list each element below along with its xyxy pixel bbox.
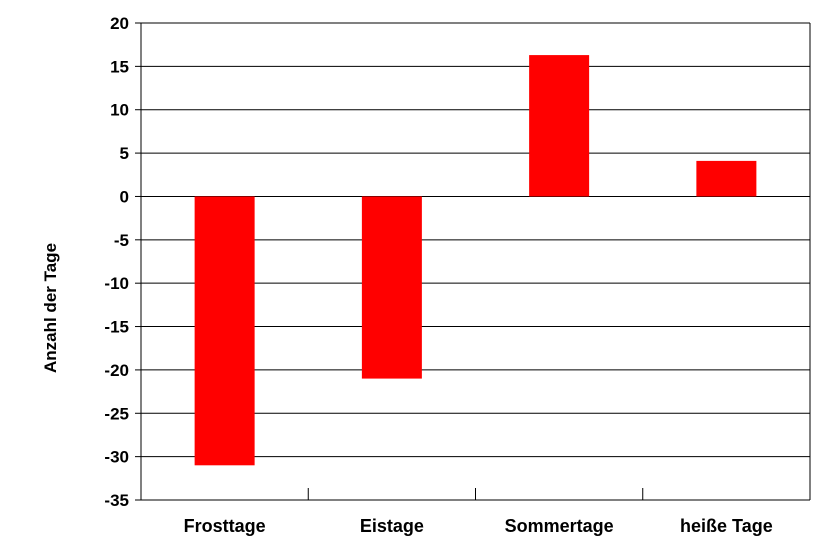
y-tick-label: 15: [110, 57, 129, 76]
bar-3: [696, 160, 757, 197]
bar-1: [361, 196, 422, 379]
y-tick-label: -20: [104, 361, 129, 380]
y-tick-label: -30: [104, 448, 129, 467]
tick-labels: 20 15 10 5 0 -5 -10 -15 -20 -25 -30 -35 Frosttage Eis…: [104, 14, 772, 536]
y-tick-label: 20: [110, 14, 129, 33]
x-category-label: heiße Tage: [680, 516, 773, 536]
y-tick-label: -25: [104, 404, 129, 423]
y-axis-title: Anzahl der Tage: [41, 243, 60, 373]
bars: [194, 55, 757, 466]
bar-2: [529, 55, 590, 197]
bar-0: [194, 196, 255, 466]
x-category-label: Eistage: [360, 516, 424, 536]
y-tick-label: -10: [104, 274, 129, 293]
y-tick-label: -35: [104, 491, 129, 510]
axes: [135, 22, 811, 501]
y-tick-label: 10: [110, 101, 129, 120]
x-category-label: Sommertage: [505, 516, 614, 536]
y-tick-label: 0: [120, 187, 129, 206]
y-tick-label: -15: [104, 318, 129, 337]
y-tick-label: -5: [114, 231, 129, 250]
x-category-label: Frosttage: [184, 516, 266, 536]
y-tick-label: 5: [120, 144, 129, 163]
